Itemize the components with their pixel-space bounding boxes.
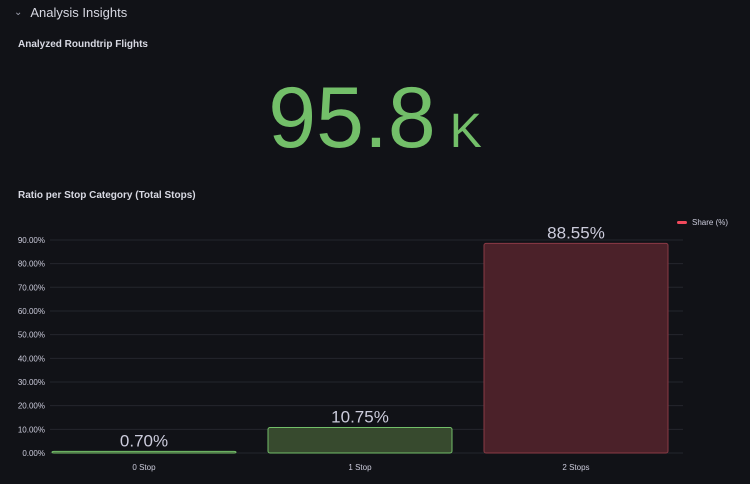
y-tick-label: 50.00% bbox=[18, 331, 45, 340]
bar-0 bbox=[51, 450, 237, 454]
y-tick-label: 80.00% bbox=[18, 260, 45, 269]
legend-label: Share (%) bbox=[692, 218, 729, 227]
y-tick-label: 30.00% bbox=[18, 378, 45, 387]
bar-value-label: 88.55% bbox=[547, 223, 605, 242]
bar-panel-title: Ratio per Stop Category (Total Stops) bbox=[18, 190, 196, 201]
bar-value-label: 0.70% bbox=[120, 431, 168, 450]
y-tick-label: 10.00% bbox=[18, 425, 45, 434]
bar-2 bbox=[483, 242, 669, 454]
y-tick-label: 20.00% bbox=[18, 402, 45, 411]
x-tick-label: 2 Stops bbox=[562, 463, 589, 472]
stat-number: 95.8 bbox=[268, 70, 436, 166]
stat-unit: K bbox=[449, 105, 482, 158]
y-tick-label: 70.00% bbox=[18, 283, 45, 292]
y-tick-label: 40.00% bbox=[18, 354, 45, 363]
stat-panel-title: Analyzed Roundtrip Flights bbox=[18, 39, 148, 50]
y-tick-label: 60.00% bbox=[18, 307, 45, 316]
chevron-down-icon[interactable]: ⌄ bbox=[14, 7, 23, 18]
legend-color-swatch bbox=[677, 221, 687, 224]
stat-value: 95.8 K bbox=[0, 68, 750, 182]
y-tick-label: 0.00% bbox=[22, 449, 45, 458]
bar-value-label: 10.75% bbox=[331, 408, 389, 427]
row-title: Analysis Insights bbox=[30, 5, 128, 20]
y-tick-label: 90.00% bbox=[18, 236, 45, 245]
x-tick-label: 1 Stop bbox=[348, 463, 372, 472]
row-header-analysis-insights[interactable]: ⌄ Analysis Insights bbox=[14, 5, 127, 20]
x-tick-label: 0 Stop bbox=[132, 463, 156, 472]
bar-1 bbox=[267, 427, 453, 454]
legend-item-share[interactable]: Share (%) bbox=[677, 218, 728, 227]
